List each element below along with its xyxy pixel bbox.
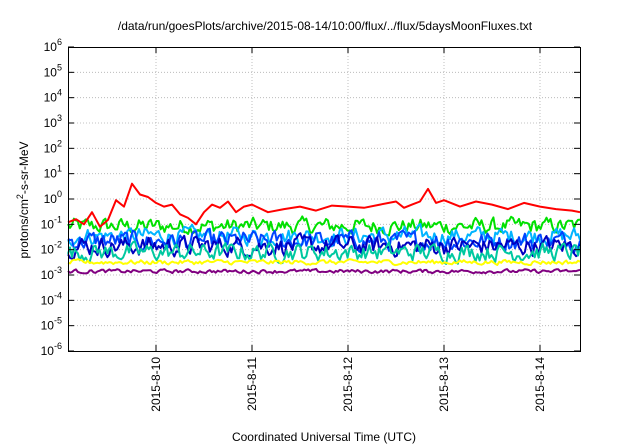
series-line [67,182,581,228]
series-line [67,240,581,265]
y-axis-label-suffix: -s-sr-MeV [17,141,31,194]
x-tick-label: 2015-8-13 [437,357,451,412]
x-tick-label: 2015-8-10 [149,357,163,412]
x-tick-label: 2015-8-14 [533,357,547,412]
chart-title: /data/run/goesPlots/archive/2015-08-14/1… [118,19,533,33]
x-axis-label: Coordinated Universal Time (UTC) [232,430,416,444]
y-tick-label: 103 [44,113,62,130]
grid-layer [68,47,580,351]
x-tick-label: 2015-8-12 [341,357,355,412]
series-line [67,223,581,248]
y-tick-label: 10-2 [41,240,62,257]
y-tick-label: 10-1 [41,214,62,231]
series-line [67,232,581,260]
y-tick-label: 10-5 [41,316,62,333]
y-axis-label: protons/cm2-s-sr-MeV [15,141,31,258]
series-layer [67,182,581,275]
y-tick-label: 10-6 [41,341,62,358]
plot-frame [68,47,581,352]
y-tick-label: 106 [44,37,62,54]
series-line [67,258,581,267]
y-tick-label: 105 [44,62,62,79]
y-tick-label: 104 [44,88,62,105]
y-tick-label: 101 [44,164,62,181]
y-tick-label: 10-4 [41,290,62,307]
tick-layer: 10-6 10-5 10-4 10-3 10-2 10-1 100 101 102 103 104 1… [41,37,580,412]
y-axis-label-prefix: protons/cm [17,199,31,258]
series-line [67,267,581,275]
y-tick-label: 100 [44,189,62,206]
y-axis-label-sup: 2 [15,194,25,199]
x-tick-label: 2015-8-11 [245,357,259,411]
y-tick-label: 102 [44,138,62,155]
y-tick-label: 10-3 [41,265,62,282]
series-line [67,215,581,237]
